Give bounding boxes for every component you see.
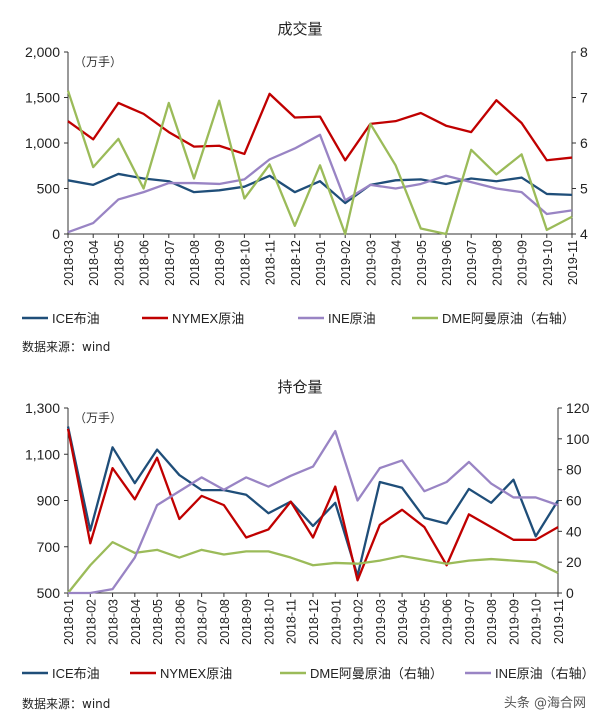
- watermark: 头条 @海合网: [503, 696, 586, 711]
- legend-label: INE原油: [328, 311, 376, 326]
- x-tick-label: 2018-11: [264, 240, 278, 285]
- x-tick-label: 2019-10: [530, 599, 544, 645]
- x-tick-label: 2018-04: [129, 599, 143, 645]
- x-tick-label: 2018-10: [238, 240, 252, 286]
- x-tick-label: 2019-11: [552, 599, 566, 644]
- x-tick-label: 2019-07: [465, 240, 479, 286]
- x-tick-label: 2019-03: [374, 599, 388, 645]
- left-tick-label: 1,300: [25, 400, 60, 416]
- left-tick-label: 0: [52, 226, 60, 242]
- chart-title-volume: 成交量: [277, 20, 323, 38]
- x-tick-label: 2019-10: [541, 240, 555, 286]
- left-tick-label: 1,000: [25, 135, 60, 151]
- x-tick-label: 2019-09: [516, 240, 530, 286]
- source-note-open-interest: 数据来源：wind: [22, 697, 111, 711]
- source-note-volume: 数据来源：wind: [22, 340, 111, 354]
- legend-label: NYMEX原油: [172, 311, 244, 326]
- unit-label: （万手）: [74, 411, 122, 425]
- unit-label: （万手）: [74, 55, 122, 69]
- x-tick-label: 2019-05: [418, 599, 432, 645]
- x-tick-label: 2018-07: [163, 240, 177, 286]
- x-tick-label: 2018-12: [307, 599, 321, 645]
- x-tick-label: 2018-08: [218, 599, 232, 645]
- x-tick-label: 2019-06: [441, 599, 455, 645]
- legend-label: ICE布油: [52, 311, 100, 326]
- right-tick-label: 6: [580, 135, 588, 151]
- x-tick-label: 2019-08: [490, 240, 504, 286]
- x-tick-label: 2018-06: [173, 599, 187, 645]
- x-tick-label: 2018-09: [240, 599, 254, 645]
- right-tick-label: 60: [566, 493, 582, 509]
- x-tick-label: 2018-05: [112, 240, 126, 286]
- legend-label: DME阿曼原油（右轴）: [442, 311, 575, 326]
- x-tick-label: 2018-11: [285, 599, 299, 644]
- right-tick-label: 40: [566, 523, 582, 539]
- x-tick-label: 2019-03: [364, 240, 378, 286]
- left-tick-label: 1,100: [25, 446, 60, 462]
- x-tick-label: 2018-05: [151, 599, 165, 645]
- x-tick-label: 2018-09: [213, 240, 227, 286]
- x-tick-label: 2018-02: [84, 599, 98, 645]
- x-tick-label: 2019-01: [329, 599, 343, 645]
- x-tick-label: 2018-10: [262, 599, 276, 645]
- left-tick-label: 900: [37, 493, 61, 509]
- x-tick-label: 2019-01: [314, 240, 328, 286]
- right-tick-label: 20: [566, 554, 582, 570]
- right-tick-label: 8: [580, 44, 588, 60]
- x-tick-label: 2018-06: [138, 240, 152, 286]
- x-tick-label: 2018-03: [107, 599, 121, 645]
- x-tick-label: 2019-05: [415, 240, 429, 286]
- x-tick-label: 2019-04: [396, 599, 410, 645]
- legend-label: NYMEX原油: [160, 666, 232, 681]
- x-tick-label: 2019-09: [507, 599, 521, 645]
- right-tick-label: 7: [580, 90, 588, 106]
- x-tick-label: 2018-08: [188, 240, 202, 286]
- x-tick-label: 2018-03: [62, 240, 76, 286]
- x-tick-label: 2018-12: [289, 240, 303, 286]
- chart-title-open-interest: 持仓量: [277, 378, 323, 396]
- open-interest-chart: 500 700 900 1,100 1,300 0 20 40 60 80 100 120 2018-0…: [22, 400, 595, 681]
- legend-label: INE原油（右轴）: [495, 666, 595, 681]
- left-tick-label: 500: [37, 585, 61, 601]
- right-tick-label: 80: [566, 462, 582, 478]
- x-tick-label: 2018-07: [196, 599, 210, 645]
- volume-chart: 0 500 1,000 1,500 2,000 4 5 6 7 8 2018-03 2018-04 20…: [22, 44, 588, 326]
- left-tick-label: 2,000: [25, 44, 60, 60]
- left-tick-label: 1,500: [25, 90, 60, 106]
- x-tick-label: 2019-02: [339, 240, 353, 286]
- right-tick-label: 120: [566, 400, 590, 416]
- series-line-2: [67, 540, 559, 594]
- series-line-3: [68, 429, 559, 595]
- x-tick-label: 2019-02: [352, 599, 366, 645]
- series-line-1: [66, 428, 559, 582]
- legend-label: DME阿曼原油（右轴）: [310, 666, 443, 681]
- legend-label: ICE布油: [52, 666, 100, 681]
- x-tick-label: 2019-06: [440, 240, 454, 286]
- x-tick-label: 2019-11: [566, 240, 580, 285]
- left-tick-label: 500: [37, 181, 61, 197]
- x-tick-label: 2019-08: [485, 599, 499, 645]
- x-tick-label: 2019-04: [390, 240, 404, 286]
- x-tick-label: 2018-04: [87, 240, 101, 286]
- right-tick-label: 0: [566, 585, 574, 601]
- series-line-0: [66, 426, 559, 577]
- left-tick-label: 700: [37, 539, 61, 555]
- right-tick-label: 100: [566, 431, 590, 447]
- right-tick-label: 4: [580, 226, 588, 242]
- right-tick-label: 5: [580, 181, 588, 197]
- x-tick-label: 2018-01: [62, 599, 76, 645]
- x-tick-label: 2019-07: [463, 599, 477, 645]
